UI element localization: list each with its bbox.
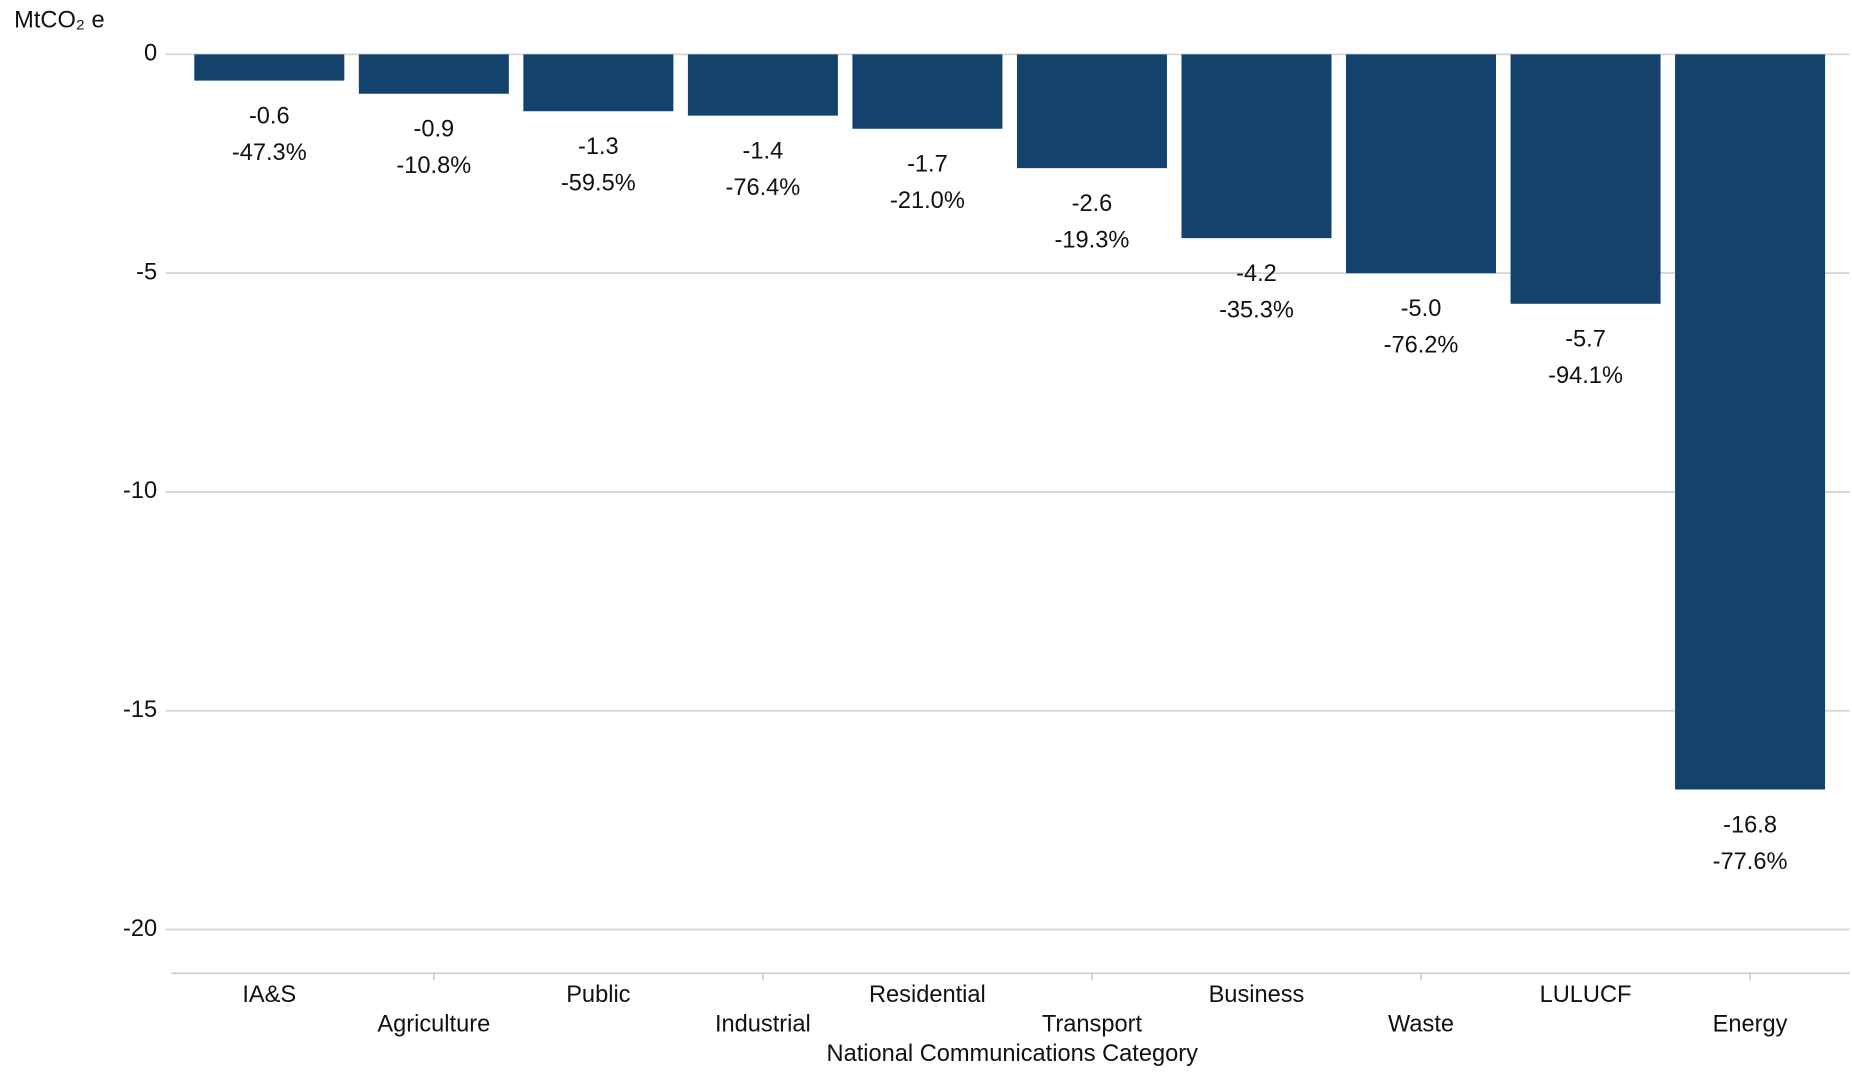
x-tick-label: LULUCF bbox=[1540, 982, 1632, 1008]
percent-label: -76.2% bbox=[1384, 333, 1459, 359]
value-label: -1.7 bbox=[907, 152, 948, 178]
value-label: -1.4 bbox=[743, 138, 784, 164]
x-tick-label: Business bbox=[1209, 982, 1305, 1008]
percent-label: -59.5% bbox=[561, 171, 636, 197]
y-tick-label: -5 bbox=[136, 259, 157, 285]
x-tick-label: Energy bbox=[1713, 1011, 1788, 1037]
percent-label: -77.6% bbox=[1713, 849, 1788, 875]
x-tick-label: Transport bbox=[1042, 1011, 1143, 1037]
bar bbox=[194, 54, 345, 81]
x-tick-label: Residential bbox=[869, 982, 986, 1008]
x-tick-label: Industrial bbox=[715, 1011, 811, 1037]
x-tick-label: Agriculture bbox=[377, 1011, 490, 1037]
bar bbox=[1016, 54, 1167, 169]
value-label: -5.0 bbox=[1401, 296, 1442, 322]
value-label: -0.6 bbox=[249, 103, 290, 129]
value-label: -0.9 bbox=[413, 117, 454, 143]
x-tick-label: IA&S bbox=[242, 982, 296, 1008]
x-tick-label: Waste bbox=[1388, 1011, 1454, 1037]
y-tick-label: -10 bbox=[123, 478, 157, 504]
value-label: -1.3 bbox=[578, 134, 619, 160]
percent-label: -10.8% bbox=[396, 153, 471, 179]
y-tick-label: 0 bbox=[144, 41, 157, 67]
value-label: -16.8 bbox=[1723, 812, 1777, 838]
percent-label: -21.0% bbox=[890, 188, 965, 214]
x-axis-label: National Communications Category bbox=[827, 1041, 1199, 1067]
percent-label: -47.3% bbox=[232, 140, 307, 166]
value-label: -2.6 bbox=[1072, 191, 1113, 217]
percent-label: -19.3% bbox=[1055, 228, 1130, 254]
x-tick-label: Public bbox=[566, 982, 630, 1008]
percent-label: -35.3% bbox=[1219, 298, 1294, 324]
percent-label: -76.4% bbox=[725, 175, 800, 201]
value-label: -5.7 bbox=[1565, 327, 1606, 353]
bar bbox=[687, 54, 838, 116]
bar bbox=[358, 54, 509, 94]
y-tick-label: -20 bbox=[123, 916, 157, 942]
bar bbox=[1181, 54, 1332, 239]
bar bbox=[1675, 54, 1826, 790]
bar bbox=[1346, 54, 1497, 274]
bar bbox=[1510, 54, 1661, 304]
bar bbox=[852, 54, 1003, 129]
bar bbox=[523, 54, 674, 112]
value-label: -4.2 bbox=[1236, 261, 1277, 287]
y-tick-label: -15 bbox=[123, 697, 157, 723]
y-axis-label: MtCO₂ e bbox=[14, 8, 105, 34]
percent-label: -94.1% bbox=[1548, 363, 1623, 389]
